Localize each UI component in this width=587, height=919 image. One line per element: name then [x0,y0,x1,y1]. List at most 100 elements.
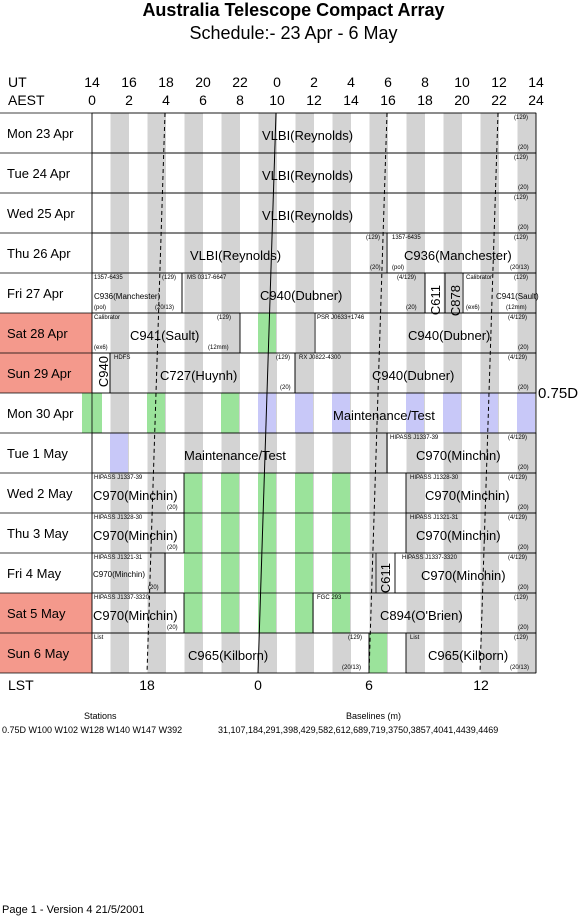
source-label: List [94,635,104,641]
tag-label: (4/129) [508,475,528,481]
time-stripe [147,593,166,633]
project-label: C965(Kilborn) [188,648,269,663]
source-label: HIPASS J1337-3320 [94,595,149,601]
page-subtitle: Schedule:- 23 Apr - 6 May [189,23,398,43]
day-label: Fri 4 May [7,566,62,581]
time-stripe [147,553,166,593]
aest-tick-label: 2 [125,92,133,108]
time-stripe [295,633,314,673]
time-stripe [517,193,536,233]
time-stripe [443,233,462,273]
aest-tick-label: 6 [199,92,207,108]
time-stripe [369,473,388,513]
time-stripe [406,633,425,673]
stations-list: 0.75D W100 W102 W128 W140 W147 W392 [2,725,183,735]
tag-label: (129) [366,235,381,241]
weekend-highlight [0,633,92,673]
page-version: Page 1 - Version 4 21/5/2001 [2,904,145,916]
time-stripe [221,513,239,553]
lst-dashed-line [146,112,166,674]
time-stripe [480,433,499,473]
project-label: Maintenance/Test [184,448,286,463]
time-stripe [184,553,202,593]
time-stripe [332,113,351,153]
source-label: RX J0822-4300 [299,355,341,361]
time-stripe [184,153,203,193]
time-stripe [221,633,240,673]
weekend-highlight [0,313,92,353]
tag-label: (129) [276,355,291,361]
baselines-heading: Baselines (m) [346,711,402,721]
time-stripe [258,393,276,433]
project-label: C940(Dubner) [408,328,491,343]
time-stripe [332,233,351,273]
project-label: VLBI(Reynolds) [262,208,354,223]
project-label: VLBI(Reynolds) [262,168,354,183]
ut-tick-label: 14 [84,74,100,90]
day-label: Tue 24 Apr [7,166,71,181]
aest-tick-label: 16 [380,92,396,108]
day-label: Wed 2 May [7,486,73,501]
end-label: (20) [370,265,381,271]
end-label: (20/13) [342,665,362,671]
time-stripe [443,153,462,193]
time-stripe [147,233,166,273]
time-stripe [295,273,314,313]
project-label: C970(Minchin) [421,568,506,583]
time-stripe [369,633,387,673]
time-stripe [369,313,388,353]
aest-tick-label: 12 [306,92,322,108]
baselines-list: 31,107,184,291,398,429,582,612,689,719,3… [218,725,499,735]
project-label-vertical: C611 [378,563,393,594]
ut-tick-label: 2 [310,74,318,90]
time-stripe [258,433,277,473]
time-stripe [110,233,129,273]
day-label: Thu 3 May [7,526,69,541]
source-label: HIPASS J1337-39 [390,435,439,441]
time-stripe [110,393,129,433]
time-stripe [295,513,313,553]
time-stripe [295,553,313,593]
time-stripe [369,233,388,273]
end-label: (20) [167,545,178,551]
project-label: C970(Minchin) [416,528,501,543]
end-label: (20) [167,625,178,631]
time-stripe [517,473,536,513]
time-stripe [184,433,203,473]
time-stripe [332,433,351,473]
time-stripe [295,433,314,473]
tag-label: (4/129) [508,555,528,561]
time-stripe [295,233,314,273]
time-stripe [406,433,425,473]
time-stripe [147,393,165,433]
project-label: C970(Minchin) [93,528,178,543]
end-label: (20) [518,145,529,151]
end-label: (12mm) [506,305,527,311]
time-stripe [369,393,388,433]
aest-tick-label: 14 [343,92,359,108]
time-stripe [147,193,166,233]
time-stripe [110,153,129,193]
project-label: C965(Kilborn) [428,648,509,663]
time-stripe [110,513,129,553]
project-label: VLBI(Reynolds) [190,248,282,263]
project-label: C940(Dubner) [260,288,343,303]
time-stripe [406,313,425,353]
time-stripe [147,633,166,673]
time-stripe [110,633,129,673]
lst-zero-line [257,112,277,674]
weekend-highlight [0,353,92,393]
time-stripe [332,353,351,393]
aest-tick-label: 22 [491,92,507,108]
source-label: HIPASS J1328-30 [410,475,459,481]
time-stripe [369,593,388,633]
time-stripe [480,633,499,673]
lst-tick-label: 6 [365,677,373,693]
day-label: Mon 23 Apr [7,126,74,141]
tag-label: (4/129) [508,435,528,441]
aest-tick-label: 0 [88,92,96,108]
time-stripe [517,513,536,553]
time-stripe [480,153,499,193]
time-stripe [480,233,499,273]
ut-tick-label: 20 [195,74,211,90]
